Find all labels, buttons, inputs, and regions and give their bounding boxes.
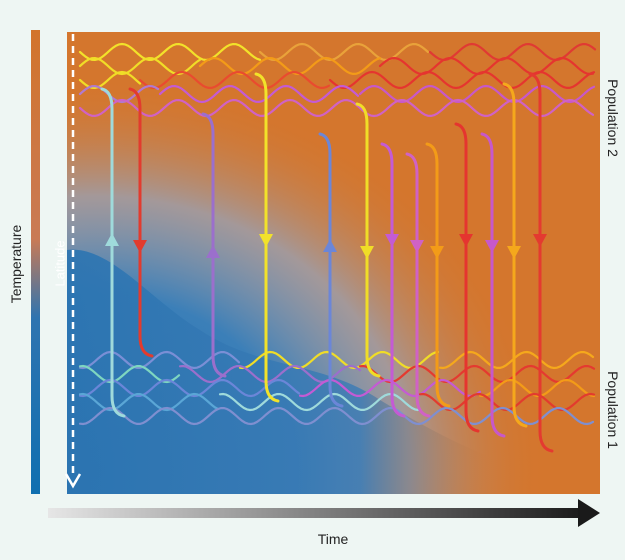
- lineage-strand: [78, 84, 160, 104]
- time-arrow-head: [578, 499, 600, 527]
- migration-line: [454, 122, 480, 433]
- migration-arrow: [360, 246, 374, 259]
- population-1-label: Population 1: [605, 371, 621, 449]
- lineage-strand: [218, 392, 420, 412]
- time-arrow-shaft: [48, 508, 586, 518]
- migration-line: [405, 152, 431, 418]
- lineage-strand: [78, 56, 202, 76]
- lineage-strand: [78, 392, 220, 412]
- latitude-arrow-head: [64, 473, 82, 489]
- migration-line: [380, 142, 406, 418]
- lineage-strand: [78, 406, 595, 426]
- lineage-strand: [378, 56, 595, 76]
- migration-arrow: [410, 240, 424, 253]
- migration-arrow: [323, 239, 337, 252]
- population-lineages: [78, 42, 597, 426]
- lineage-strand: [358, 364, 596, 384]
- migration-line: [355, 102, 381, 378]
- lineage-strand: [428, 42, 597, 62]
- lineage-strand: [258, 42, 430, 62]
- migration-arrow: [430, 246, 444, 259]
- migration-lineages: [100, 72, 554, 453]
- migration-arrow: [459, 234, 473, 247]
- population-2-label: Population 2: [605, 79, 621, 157]
- migration-arrow: [533, 234, 547, 247]
- temperature-label: Temperature: [8, 224, 24, 304]
- migration-line: [480, 132, 506, 438]
- cold-region-bottom: [67, 249, 600, 494]
- lineage-strand: [78, 98, 595, 118]
- migration-arrow: [259, 234, 273, 247]
- temperature-bar: [31, 30, 40, 494]
- migration-arrow: [385, 234, 399, 247]
- lineage-strand: [78, 42, 262, 62]
- migration-arrow: [507, 246, 521, 259]
- migration-arrow: [485, 240, 499, 253]
- migration-line: [128, 87, 154, 358]
- migration-arrow: [105, 233, 119, 246]
- migration-arrow: [206, 245, 220, 258]
- migration-arrow: [133, 240, 147, 253]
- lineage-strand: [478, 378, 596, 398]
- lineage-strand: [198, 56, 382, 76]
- migration-line: [318, 132, 344, 408]
- migration-line: [100, 87, 126, 418]
- migration-line: [528, 72, 554, 453]
- lineage-strand: [238, 350, 440, 370]
- lineage-strand: [328, 70, 596, 90]
- lineage-strand: [138, 70, 331, 90]
- lineage-strand: [158, 84, 360, 104]
- time-label: Time: [317, 531, 349, 547]
- latitude-label: Latitude: [52, 240, 68, 287]
- migration-line: [425, 142, 451, 408]
